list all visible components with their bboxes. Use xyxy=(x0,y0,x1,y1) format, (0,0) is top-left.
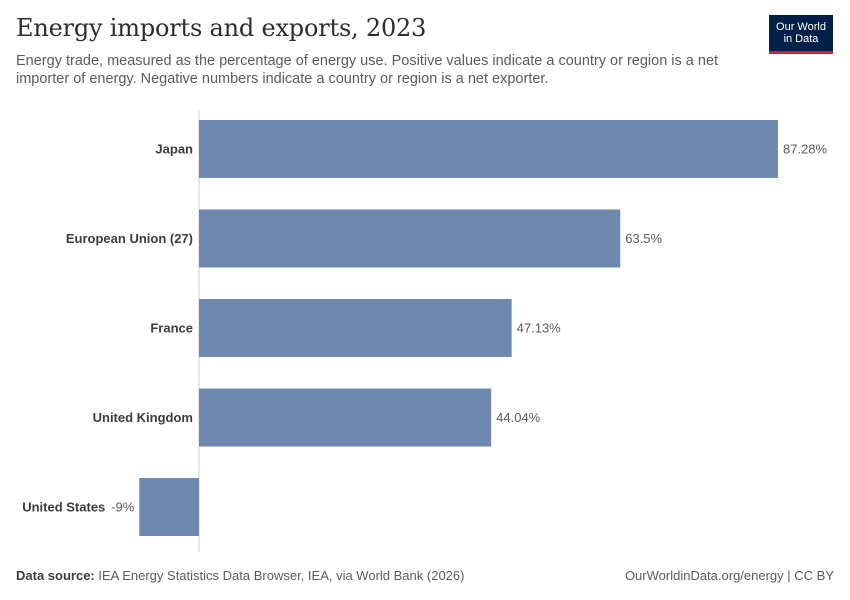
logo-line-1: Our World xyxy=(776,21,826,33)
bar-japan[interactable] xyxy=(199,120,778,178)
data-source: Data source: IEA Energy Statistics Data … xyxy=(16,568,464,583)
credit-link[interactable]: OurWorldinData.org/energy | CC BY xyxy=(624,568,834,583)
category-label: United States xyxy=(22,500,105,515)
value-label: 87.28% xyxy=(783,142,828,157)
value-label: 44.04% xyxy=(496,410,541,425)
bar-united-states[interactable] xyxy=(139,478,199,536)
chart-title: Energy imports and exports, 2023 xyxy=(16,14,427,42)
value-label: 47.13% xyxy=(517,321,562,336)
bar-france[interactable] xyxy=(199,299,512,357)
value-label: 63.5% xyxy=(625,231,662,246)
owid-logo[interactable]: Our World in Data xyxy=(769,15,833,54)
category-label: European Union (27) xyxy=(66,231,193,246)
category-label: Japan xyxy=(155,142,193,157)
category-label: France xyxy=(150,321,193,336)
value-label: -9% xyxy=(111,500,135,515)
data-source-text[interactable]: IEA Energy Statistics Data Browser, IEA,… xyxy=(98,568,465,583)
logo-line-2: in Data xyxy=(783,33,819,45)
data-source-label: Data source: xyxy=(16,568,95,583)
category-label: United Kingdom xyxy=(93,410,193,425)
bar-united-kingdom[interactable] xyxy=(199,388,492,447)
bar-chart: 87.28% Japan 63.5% European Union (27) 47.13… xyxy=(22,110,828,552)
bar-european-union-27[interactable] xyxy=(199,209,621,268)
chart-subtitle: Energy trade, measured as the percentage… xyxy=(16,53,719,87)
